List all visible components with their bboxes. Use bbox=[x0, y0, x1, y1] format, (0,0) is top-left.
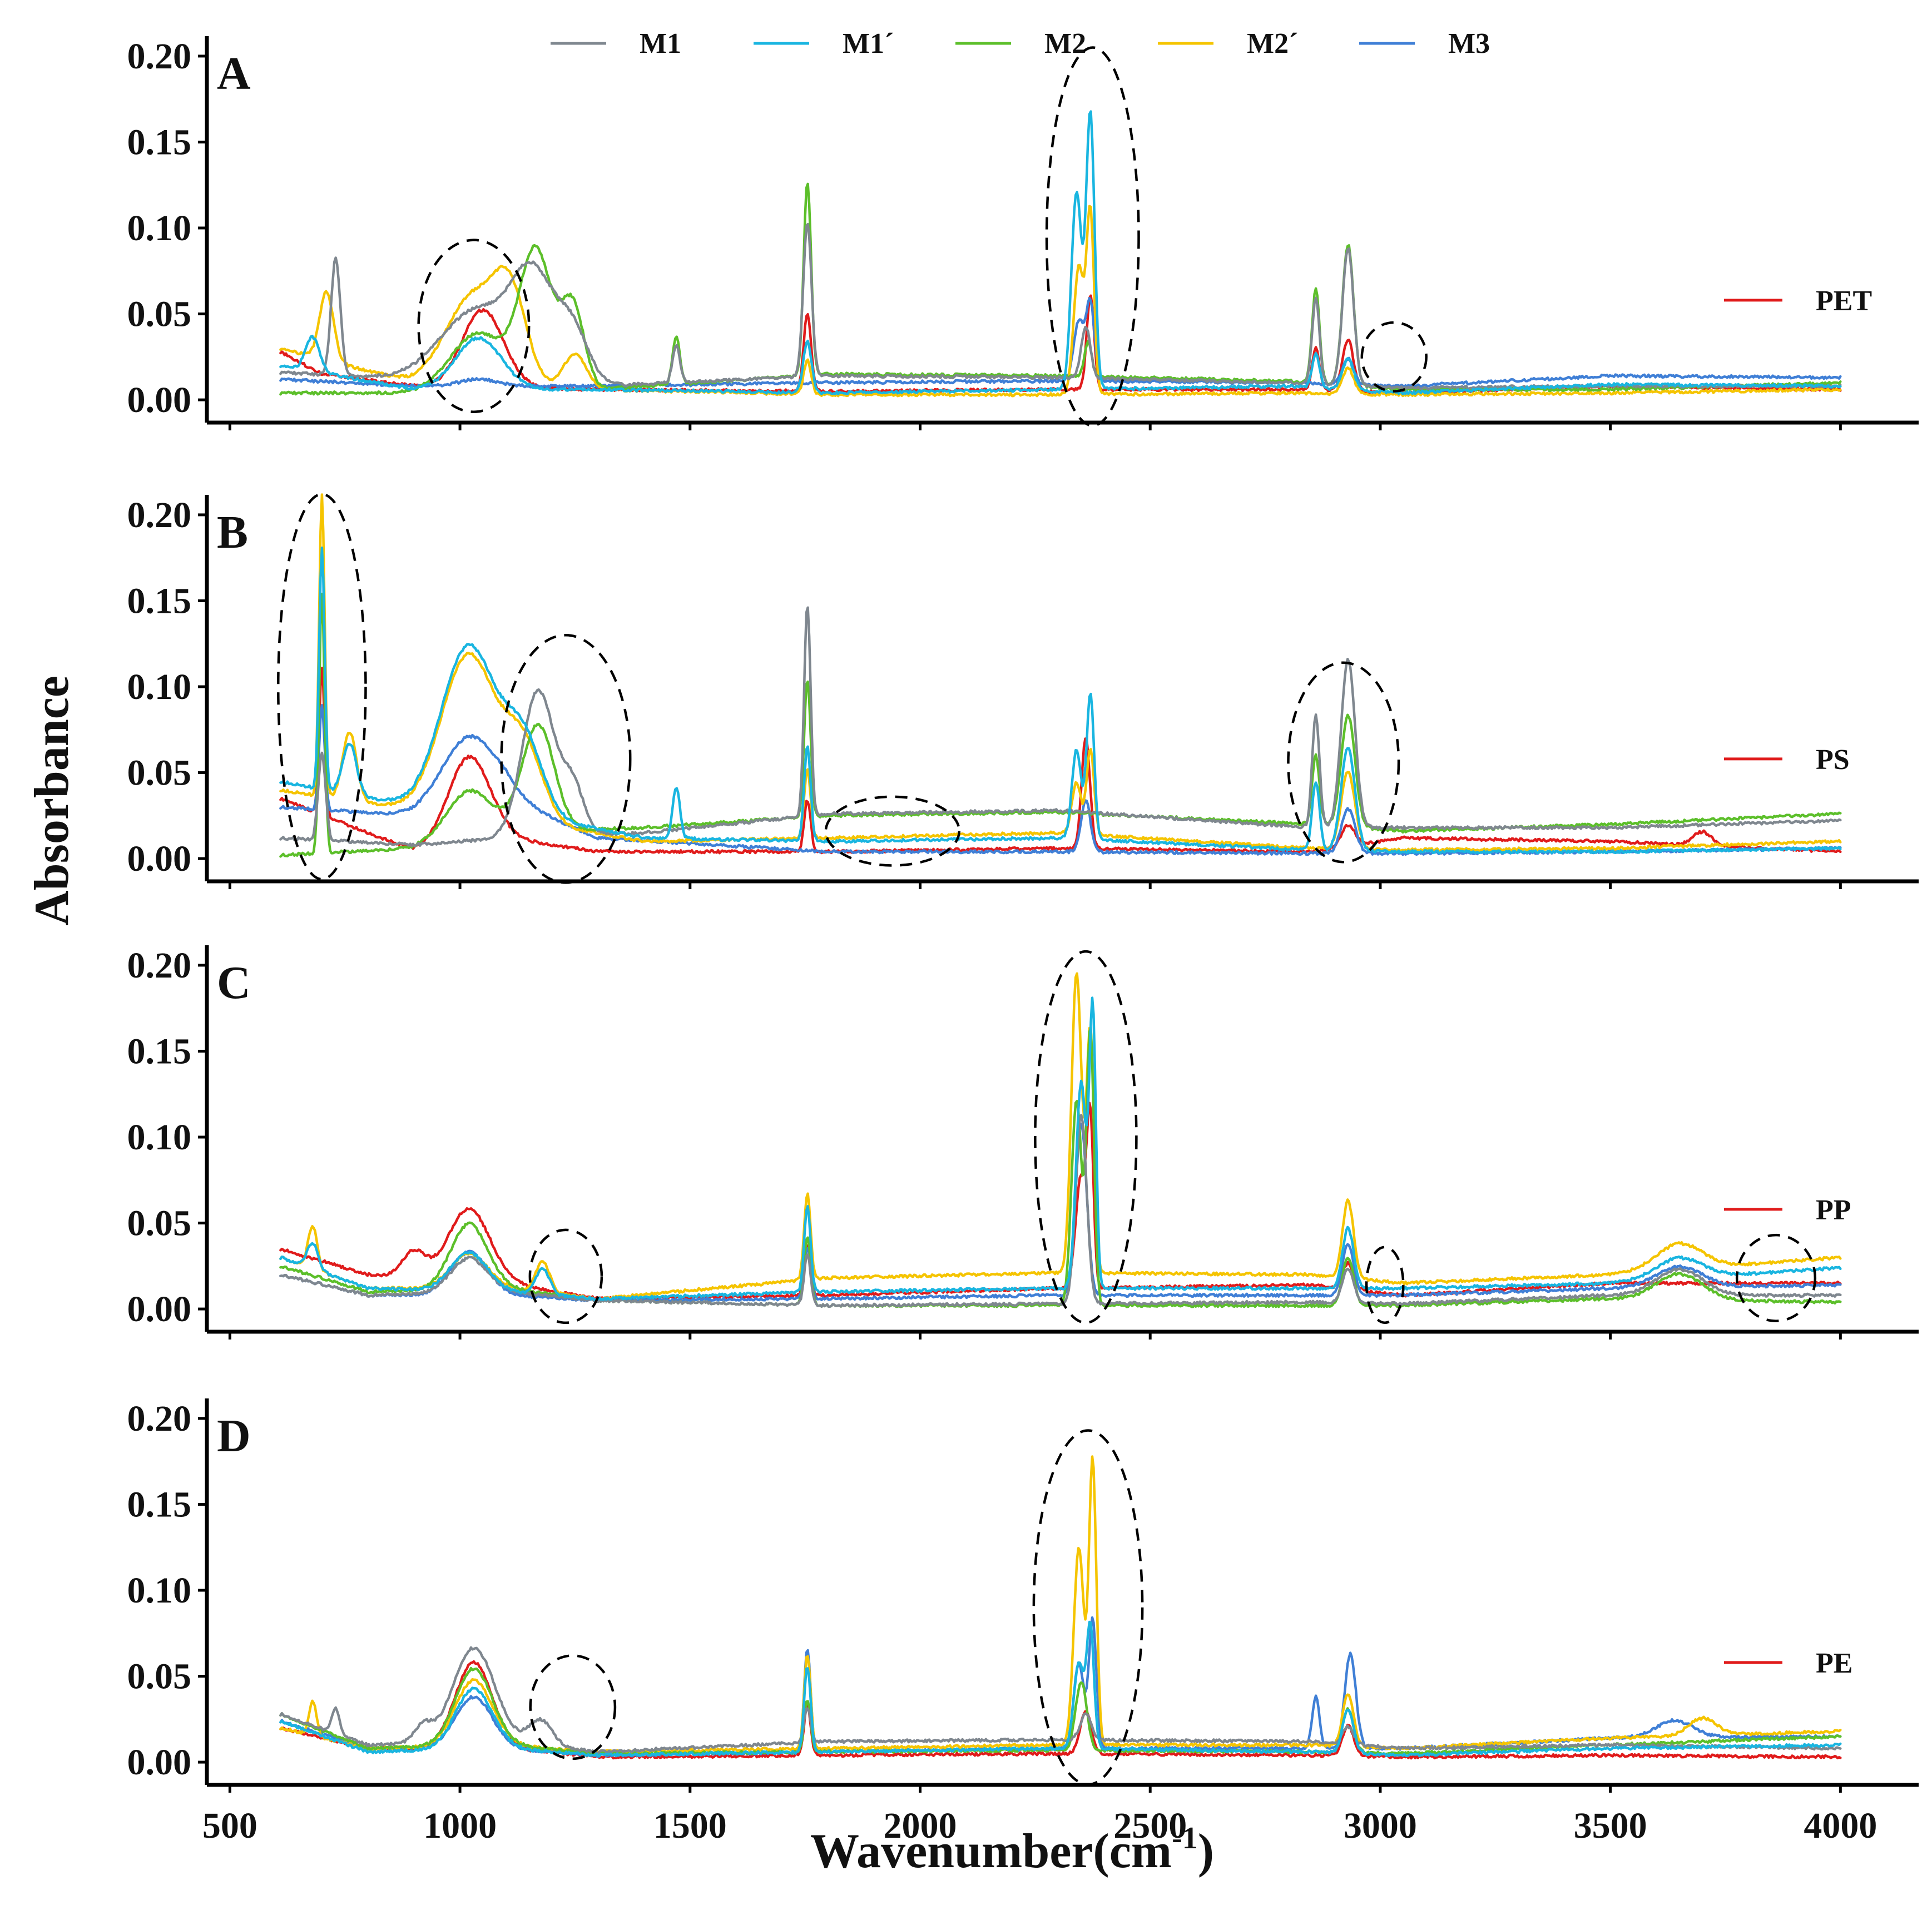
x-tick-label: 1500 bbox=[653, 1805, 727, 1846]
panel-letter: B bbox=[217, 507, 248, 558]
series-group bbox=[279, 972, 1842, 1308]
highlight-ellipse-1 bbox=[528, 1228, 603, 1324]
panel-a: 0.00 0.05 0.10 0.15 0.20 A PET bbox=[127, 36, 1919, 430]
highlight-ellipse-1 bbox=[417, 239, 531, 413]
legend: M1 M1´ M2 M2´ M3 bbox=[551, 28, 1490, 59]
y-tick-label: 0.00 bbox=[127, 1289, 192, 1329]
series-line-m2p bbox=[279, 493, 1842, 853]
series-line-m1p bbox=[279, 110, 1842, 396]
y-tick-label: 0.00 bbox=[127, 1742, 192, 1783]
y-tick-label: 0.20 bbox=[127, 945, 192, 986]
y-tick-label: 0.05 bbox=[127, 1656, 192, 1697]
highlight-ellipse-3 bbox=[824, 795, 961, 867]
y-tick-label: 0.20 bbox=[127, 1398, 192, 1439]
x-tick-label: 1000 bbox=[423, 1805, 497, 1846]
y-tick-label: 0.10 bbox=[127, 1117, 192, 1158]
series-line-m1 bbox=[279, 606, 1842, 847]
reference-legend-label: PE bbox=[1816, 1648, 1852, 1679]
series-group bbox=[279, 493, 1842, 858]
y-tick-label: 0.05 bbox=[127, 294, 192, 335]
panel-b: 0.00 0.05 0.10 0.15 0.20 B PS bbox=[127, 493, 1919, 889]
y-tick-label: 0.10 bbox=[127, 1570, 192, 1611]
y-tick-label: 0.10 bbox=[127, 667, 192, 707]
y-tick-label: 0.10 bbox=[127, 208, 192, 249]
series-line-ps bbox=[279, 667, 1842, 855]
x-tick-label: 3000 bbox=[1344, 1805, 1417, 1846]
series-group bbox=[279, 1455, 1842, 1760]
series-line-m1p bbox=[279, 1620, 1842, 1758]
series-line-m3 bbox=[279, 1122, 1842, 1303]
x-tick-label: 3500 bbox=[1574, 1805, 1647, 1846]
wavenumber-axis: 500 1000 1500 2000 2500 3000 3500 4000 bbox=[202, 1805, 1877, 1846]
highlight-ellipse-1 bbox=[529, 1654, 617, 1760]
legend-label: M2 bbox=[1044, 28, 1086, 59]
legend-item-m1p: M1´ bbox=[754, 28, 894, 59]
series-group bbox=[279, 110, 1842, 398]
highlight-ellipse-3 bbox=[1360, 321, 1428, 393]
panel-letter: D bbox=[217, 1410, 251, 1462]
legend-label: M1´ bbox=[843, 28, 894, 59]
series-line-m2 bbox=[279, 592, 1842, 858]
y-tick-label: 0.00 bbox=[127, 380, 192, 420]
x-tick-label: 2500 bbox=[1113, 1805, 1187, 1846]
legend-item-m2p: M2´ bbox=[1158, 28, 1298, 59]
highlight-ellipse-4 bbox=[1735, 1233, 1817, 1322]
y-tick-label: 0.05 bbox=[127, 753, 192, 793]
reference-legend-label: PET bbox=[1816, 285, 1872, 317]
series-line-m1 bbox=[279, 1646, 1842, 1755]
series-line-m2p bbox=[279, 205, 1842, 398]
highlight-ellipse-3 bbox=[1365, 1246, 1405, 1324]
series-line-m2 bbox=[279, 182, 1842, 396]
y-tick-label: 0.15 bbox=[127, 122, 192, 162]
series-line-m2p bbox=[279, 972, 1842, 1301]
panel-c: 0.00 0.05 0.10 0.15 0.20 C PP bbox=[127, 945, 1919, 1340]
series-line-m1p bbox=[279, 546, 1842, 855]
highlight-ellipse-4 bbox=[1287, 661, 1400, 864]
y-tick-label: 0.20 bbox=[127, 495, 192, 535]
y-tick-label: 0.00 bbox=[127, 839, 192, 879]
x-tick-label: 2000 bbox=[884, 1805, 957, 1846]
x-tick-label: 500 bbox=[202, 1805, 257, 1846]
reference-legend-label: PS bbox=[1816, 744, 1850, 776]
y-axis-title: Absorbance bbox=[25, 676, 79, 926]
panel-d: 0.00 0.05 0.10 0.15 0.20 D PE bbox=[127, 1398, 1919, 1793]
legend-item-m3: M3 bbox=[1359, 28, 1490, 59]
highlight-ellipse-2 bbox=[1034, 950, 1138, 1324]
legend-item-m1: M1 bbox=[551, 28, 681, 59]
panel-letter: C bbox=[217, 957, 251, 1009]
x-axis-title-main: Wavenumber(cm bbox=[810, 1824, 1172, 1878]
y-tick-label: 0.20 bbox=[127, 36, 192, 77]
x-axis-title: Wavenumber(cm-1) bbox=[810, 1821, 1214, 1878]
y-tick-label: 0.15 bbox=[127, 1031, 192, 1071]
legend-item-m2: M2 bbox=[955, 28, 1086, 59]
x-axis-title-close: ) bbox=[1198, 1824, 1214, 1878]
legend-label: M3 bbox=[1448, 28, 1490, 59]
y-tick-label: 0.05 bbox=[127, 1203, 192, 1244]
highlight-ellipse-2 bbox=[1045, 46, 1140, 427]
panels: 0.00 0.05 0.10 0.15 0.20 A PET 0.00 0.05 0.10 0.15… bbox=[127, 36, 1919, 1793]
panel-letter: A bbox=[217, 48, 251, 100]
x-axis-title-superscript: -1 bbox=[1172, 1821, 1198, 1856]
y-tick-label: 0.15 bbox=[127, 581, 192, 621]
reference-legend-label: PP bbox=[1816, 1194, 1851, 1226]
highlight-ellipse-1 bbox=[277, 493, 367, 881]
series-line-m1p bbox=[279, 996, 1842, 1301]
legend-label: M1 bbox=[640, 28, 681, 59]
y-tick-label: 0.15 bbox=[127, 1484, 192, 1525]
x-tick-label: 4000 bbox=[1804, 1805, 1877, 1846]
series-line-m1 bbox=[279, 1114, 1842, 1308]
legend-label: M2´ bbox=[1247, 28, 1298, 59]
